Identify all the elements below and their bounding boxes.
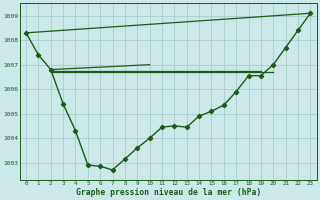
X-axis label: Graphe pression niveau de la mer (hPa): Graphe pression niveau de la mer (hPa)	[76, 188, 261, 197]
